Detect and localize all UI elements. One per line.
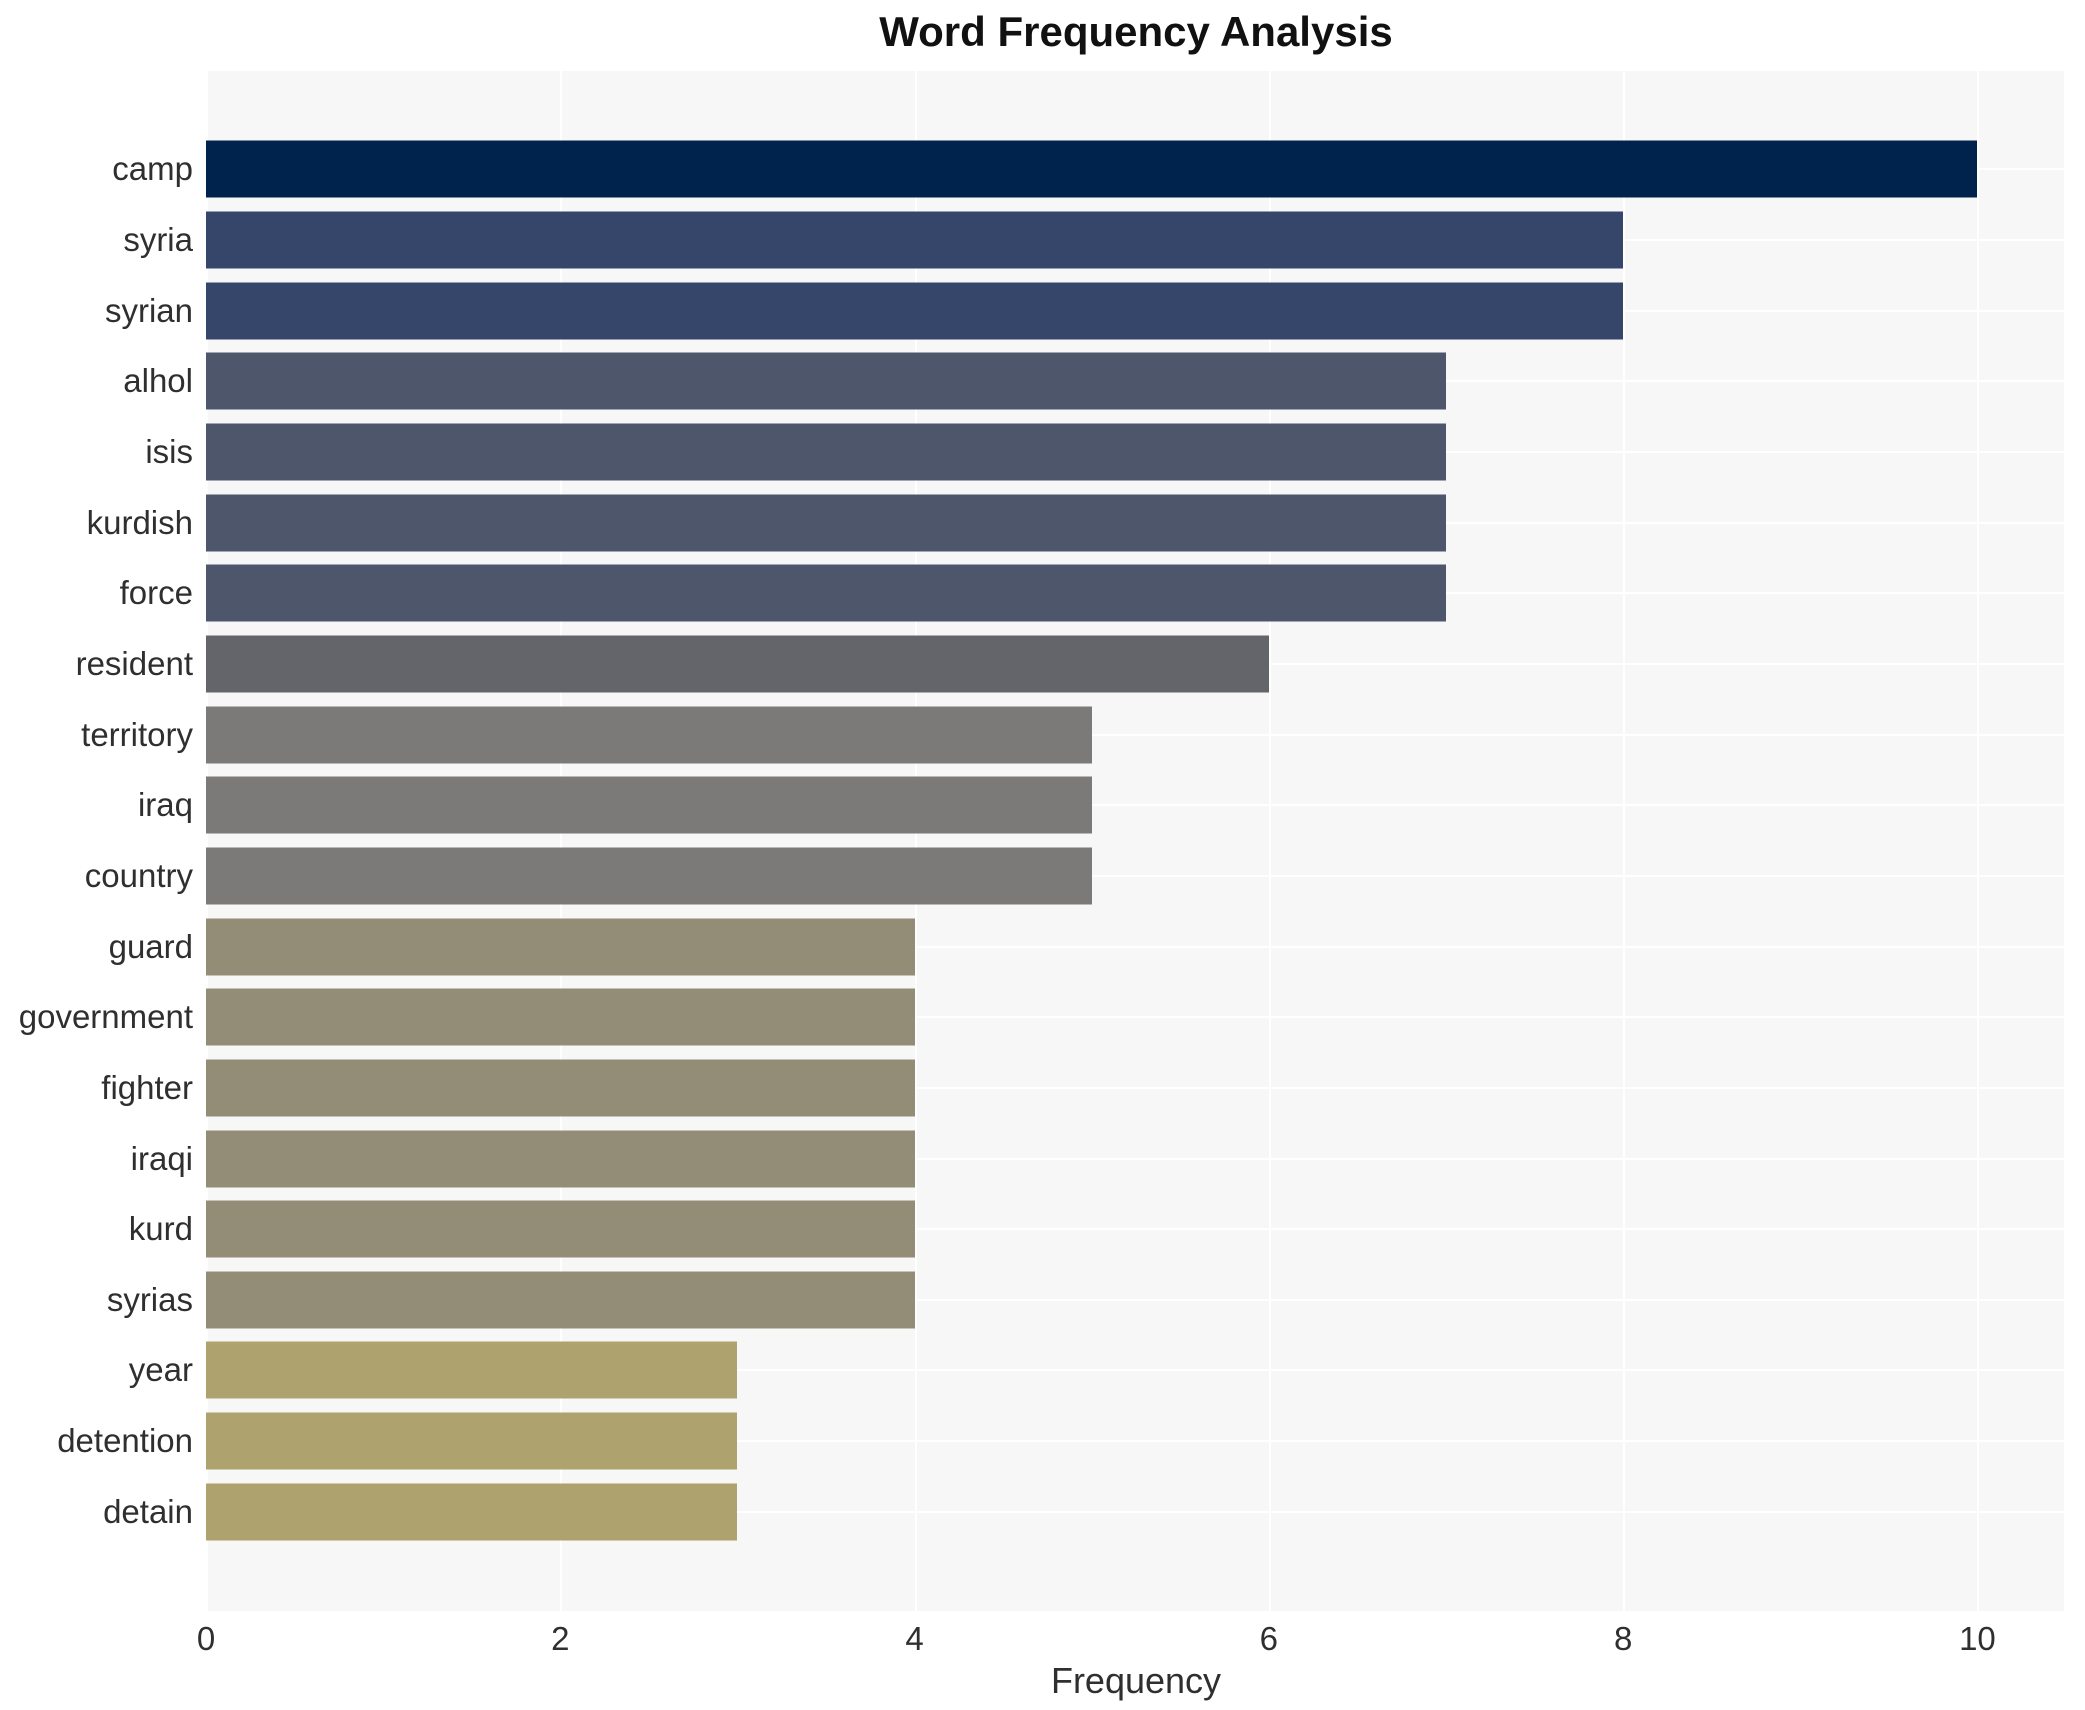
vertical-gridline [560, 71, 562, 1611]
horizontal-gridline [206, 1369, 2066, 1372]
frequency-bar [206, 1271, 915, 1329]
bar-row: iraqi [131, 1123, 2066, 1194]
horizontal-gridline [206, 945, 2066, 948]
frequency-bar [206, 140, 1977, 198]
category-label: kurdish [86, 503, 193, 541]
horizontal-gridline [206, 733, 2066, 736]
vertical-gridline [1269, 71, 1271, 1611]
horizontal-gridline [206, 804, 2066, 807]
bar-row: detain [103, 1476, 2066, 1547]
vertical-gridline [206, 71, 208, 1611]
frequency-bar [206, 494, 1446, 552]
bar-row: alhol [123, 346, 2066, 417]
bar-row: iraq [138, 770, 2066, 841]
category-label: government [18, 998, 193, 1036]
frequency-bar [206, 1483, 737, 1541]
horizontal-gridline [206, 1298, 2066, 1301]
vertical-gridline [1977, 71, 1979, 1611]
category-label: detain [103, 1492, 193, 1530]
bar-row: syrian [105, 275, 2066, 346]
plot-area: camp syria syrian alhol isis kurdish for… [19, 71, 2066, 1611]
bar-row: guard [109, 911, 2066, 982]
horizontal-gridline [206, 1086, 2066, 1089]
bar-row: government [19, 982, 2066, 1053]
category-label: alhol [123, 362, 193, 400]
category-label: camp [112, 150, 193, 188]
horizontal-gridline [206, 1157, 2066, 1160]
category-label: kurd [128, 1210, 193, 1248]
frequency-bar [206, 635, 1269, 693]
vertical-gridline [915, 71, 917, 1611]
x-axis-title: Frequency [1050, 1660, 1222, 1701]
horizontal-gridline [206, 1510, 2066, 1513]
frequency-bar [206, 352, 1446, 410]
horizontal-gridline [206, 1440, 2066, 1443]
bar-row: syria [123, 205, 2066, 276]
x-tick-label: 4 [905, 1620, 924, 1657]
frequency-bar [206, 1341, 737, 1399]
frequency-bar [206, 918, 915, 976]
category-label: country [84, 856, 193, 894]
frequency-bar [206, 776, 1092, 834]
bar-row: fighter [101, 1053, 2066, 1124]
bar-row: resident [76, 629, 2066, 700]
frequency-bar [206, 1412, 737, 1470]
bar-row: camp [112, 134, 2066, 205]
chart-title: Word Frequency Analysis [879, 8, 1393, 55]
x-tick-label: 6 [1259, 1620, 1279, 1657]
bar-row: kurdish [87, 487, 2066, 558]
x-tick-label: 2 [551, 1620, 570, 1657]
category-label: detention [57, 1422, 193, 1460]
category-label: syrian [104, 291, 193, 329]
category-label: syria [123, 220, 193, 258]
horizontal-gridline [206, 1228, 2066, 1231]
frequency-bar [206, 564, 1446, 622]
bar-row: detention [57, 1406, 2066, 1477]
horizontal-gridline [206, 874, 2066, 877]
bar-rows: camp syria syrian alhol isis kurdish for… [19, 134, 2066, 1547]
frequency-bar [206, 1059, 915, 1117]
x-tick-label: 10 [1959, 1620, 1996, 1657]
category-label: resident [75, 644, 193, 682]
category-label: year [128, 1351, 193, 1389]
category-label: territory [81, 715, 193, 753]
bar-row: kurd [129, 1194, 2066, 1265]
bar-row: territory [81, 699, 2066, 770]
vertical-gridline [1623, 71, 1625, 1611]
bar-row: isis [145, 417, 2066, 488]
frequency-bar [206, 988, 915, 1046]
frequency-bar [206, 423, 1446, 481]
bar-row: syrias [107, 1265, 2066, 1336]
frequency-bar [206, 847, 1092, 905]
category-label: iraqi [130, 1139, 193, 1177]
category-label: force [119, 574, 193, 612]
bar-row: force [120, 558, 2066, 629]
bar-row: year [129, 1335, 2066, 1406]
category-label: iraq [137, 786, 193, 824]
category-label: syrias [106, 1280, 193, 1318]
bar-row: country [85, 841, 2066, 912]
horizontal-gridline [206, 1016, 2066, 1019]
category-label: guard [108, 927, 193, 965]
frequency-bar [206, 1200, 915, 1258]
vertical-gridline [2064, 71, 2066, 1611]
category-label: fighter [101, 1068, 193, 1106]
frequency-bar [206, 1130, 915, 1188]
x-tick-label: 8 [1613, 1620, 1633, 1657]
frequency-bar [206, 282, 1623, 340]
frequency-bar [206, 706, 1092, 764]
frequency-bar [206, 211, 1623, 269]
x-tick-label: 0 [196, 1620, 216, 1657]
category-label: isis [145, 432, 193, 470]
